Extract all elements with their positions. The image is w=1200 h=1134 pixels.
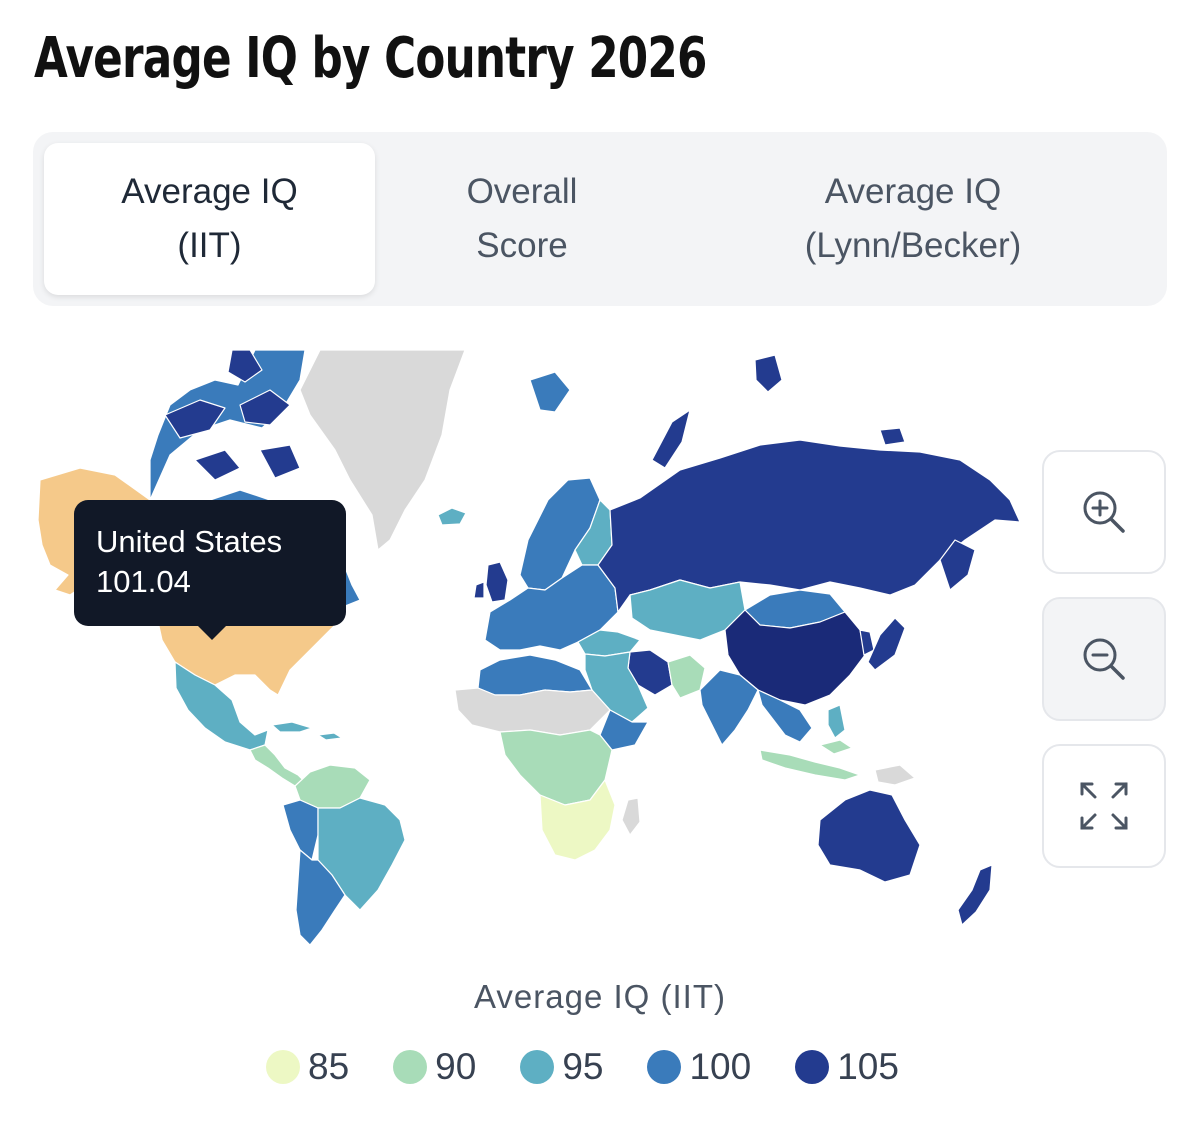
legend-label: 105 — [837, 1046, 899, 1087]
expand-icon — [1080, 782, 1128, 830]
region-sahel[interactable] — [454, 687, 611, 736]
tab-average-iq-lynn-becker[interactable]: Average IQ (Lynn/Becker) — [669, 143, 1157, 295]
tab-label-line1: Average IQ — [824, 172, 1002, 211]
zoom-in-button[interactable] — [1042, 450, 1166, 574]
legend-swatch — [520, 1050, 555, 1084]
country-madagascar[interactable] — [621, 797, 641, 836]
region-central-america[interactable] — [249, 744, 306, 787]
region-southern-africa[interactable] — [539, 779, 616, 861]
legend-label: 100 — [689, 1046, 752, 1087]
legend: 85 90 95 100 105 — [266, 1042, 943, 1092]
country-mexico[interactable] — [174, 661, 269, 751]
tooltip-country-name: United States — [96, 524, 283, 559]
legend-title: Average IQ (IIT) — [474, 978, 726, 1015]
tab-label-line2: Score — [476, 226, 568, 265]
region-southern-cone[interactable] — [295, 849, 346, 946]
choropleth-map-svg[interactable] — [0, 350, 1200, 950]
tab-average-iq-iit[interactable]: Average IQ (IIT) — [44, 143, 375, 295]
country-iceland[interactable] — [437, 507, 467, 526]
zoom-out-button[interactable] — [1042, 597, 1166, 721]
country-svalbard[interactable] — [529, 371, 571, 413]
metric-tab-bar: Average IQ (IIT) Overall Score Average IQ (… — [33, 132, 1167, 306]
country-indonesia[interactable] — [759, 739, 861, 781]
region-caribbean[interactable] — [271, 721, 343, 741]
legend-item-85: 85 — [266, 1046, 349, 1088]
region-new-guinea[interactable] — [874, 764, 916, 786]
legend-item-105: 105 — [795, 1046, 899, 1088]
region-andes[interactable] — [282, 799, 319, 861]
tab-label-line2: (Lynn/Becker) — [804, 226, 1022, 265]
zoom-out-icon — [1083, 638, 1125, 680]
region-russian-arctic-isles[interactable] — [651, 354, 906, 469]
legend-label: 85 — [308, 1046, 350, 1087]
country-new-zealand[interactable] — [957, 864, 993, 926]
tab-label-line1: Overall — [466, 172, 578, 211]
world-map[interactable] — [0, 350, 1200, 950]
page-title: Average IQ by Country 2026 — [34, 26, 707, 91]
tab-overall-score[interactable]: Overall Score — [377, 143, 667, 295]
tab-label-line2: (IIT) — [177, 226, 242, 265]
country-tooltip: United States 101.04 — [74, 500, 346, 640]
fullscreen-button[interactable] — [1042, 744, 1166, 868]
region-kamchatka[interactable] — [939, 539, 976, 591]
region-southeast-asia[interactable] — [757, 689, 813, 743]
region-british-isles[interactable] — [473, 561, 509, 603]
region-arabia[interactable] — [584, 651, 649, 723]
country-japan[interactable] — [867, 617, 906, 671]
country-india[interactable] — [699, 669, 759, 746]
legend-item-100: 100 — [647, 1046, 751, 1088]
tab-label-line1: Average IQ — [121, 172, 298, 211]
region-north-africa[interactable] — [477, 654, 593, 696]
country-greenland[interactable] — [299, 350, 466, 551]
zoom-in-icon — [1083, 491, 1125, 533]
tooltip-value: 101.04 — [96, 564, 191, 599]
legend-swatch — [266, 1050, 300, 1084]
country-australia[interactable] — [817, 789, 921, 883]
legend-swatch — [795, 1050, 830, 1084]
legend-label: 95 — [562, 1046, 604, 1087]
legend-label: 90 — [435, 1046, 477, 1087]
legend-item-95: 95 — [520, 1046, 603, 1088]
country-canada-islands[interactable] — [164, 350, 301, 481]
legend-swatch — [393, 1050, 428, 1084]
legend-item-90: 90 — [393, 1046, 476, 1088]
legend-swatch — [647, 1050, 682, 1084]
region-af-pak[interactable] — [667, 654, 706, 699]
country-philippines[interactable] — [827, 704, 846, 739]
